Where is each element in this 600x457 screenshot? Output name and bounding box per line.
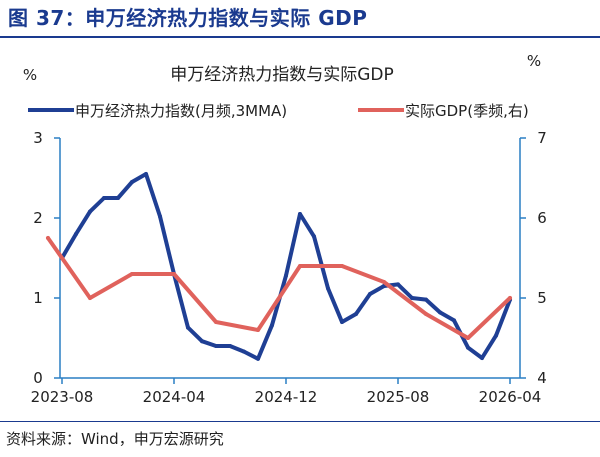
gdp-point xyxy=(298,264,302,268)
gdp-point xyxy=(214,320,218,324)
legend-label-heat-index: 申万经济热力指数(月频,3MMA) xyxy=(75,102,287,120)
series-line-gdp xyxy=(46,236,512,340)
gdp-point xyxy=(172,272,176,276)
title-divider xyxy=(0,36,600,38)
heat-index-point xyxy=(284,273,288,278)
heat-index-point xyxy=(242,349,246,354)
x-tick-label: 2026-04 xyxy=(479,388,542,406)
heat-index-point xyxy=(158,214,162,219)
heat-index-point xyxy=(214,344,218,348)
heat-index-point xyxy=(270,323,274,328)
heat-index-point xyxy=(396,282,400,287)
heat-index-point xyxy=(200,339,204,344)
axes: 0 1 2 3 4 5 6 7 xyxy=(33,129,547,387)
heat-index-point xyxy=(424,297,428,302)
gdp-point xyxy=(466,336,470,340)
gdp-point xyxy=(508,296,512,300)
heat-index-point xyxy=(116,196,120,200)
heat-index-point xyxy=(494,333,498,338)
x-tick-label: 2023-08 xyxy=(31,388,94,406)
heat-index-point xyxy=(298,212,302,216)
source-note: 资料来源：Wind，申万宏源研究 xyxy=(6,430,224,448)
right-tick-label: 7 xyxy=(537,129,547,147)
legend: 申万经济热力指数(月频,3MMA) 实际GDP(季频,右) xyxy=(28,102,529,120)
legend-label-gdp: 实际GDP(季频,右) xyxy=(405,102,529,120)
left-axis-unit: % xyxy=(23,66,37,84)
left-tick-label: 3 xyxy=(33,129,43,147)
heat-index-point xyxy=(438,310,442,315)
gdp-point xyxy=(88,296,92,300)
chart-title: 申万经济热力指数与实际GDP xyxy=(170,65,394,85)
x-tick-label: 2024-04 xyxy=(143,388,206,406)
heat-index-point xyxy=(228,344,232,348)
plot-lines xyxy=(46,172,512,361)
heat-index-point xyxy=(326,286,330,291)
figure-title: 图 37：申万经济热力指数与实际 GDP xyxy=(8,6,368,30)
series-line-heat-index xyxy=(60,172,512,361)
heat-index-point xyxy=(144,172,148,176)
heat-index-point xyxy=(130,180,134,184)
line-chart: 申万经济热力指数与实际GDP % % 申万经济热力指数(月频,3MMA) 实际G… xyxy=(23,52,547,406)
footer-divider xyxy=(0,421,600,422)
heat-index-point xyxy=(354,312,358,316)
x-tick-label: 2024-12 xyxy=(255,388,318,406)
right-tick-label: 4 xyxy=(537,369,547,387)
gdp-point xyxy=(46,236,50,240)
heat-index-point xyxy=(466,345,470,350)
heat-index-point xyxy=(312,234,316,239)
heat-index-point xyxy=(186,325,190,330)
heat-index-point xyxy=(256,356,260,361)
x-axis-labels: 2023-08 2024-04 2024-12 2025-08 2026-04 xyxy=(31,378,542,406)
left-tick-label: 0 xyxy=(33,369,43,387)
heat-index-point xyxy=(480,356,484,360)
heat-index-point xyxy=(74,232,78,236)
heat-index-point xyxy=(452,318,456,323)
heat-index-point xyxy=(410,296,414,300)
heat-index-point xyxy=(340,320,344,324)
x-tick-label: 2025-08 xyxy=(367,388,430,406)
gdp-point xyxy=(256,328,260,332)
right-tick-label: 5 xyxy=(537,289,547,307)
right-axis-unit: % xyxy=(527,52,541,70)
left-tick-label: 2 xyxy=(33,209,43,227)
gdp-point xyxy=(382,280,386,284)
gdp-point xyxy=(340,264,344,268)
heat-index-point xyxy=(88,209,92,214)
right-tick-label: 6 xyxy=(537,209,547,227)
left-tick-label: 1 xyxy=(33,289,43,307)
heat-index-point xyxy=(102,196,106,200)
gdp-point xyxy=(424,312,428,316)
heat-index-point xyxy=(368,292,372,296)
gdp-point xyxy=(130,272,134,276)
